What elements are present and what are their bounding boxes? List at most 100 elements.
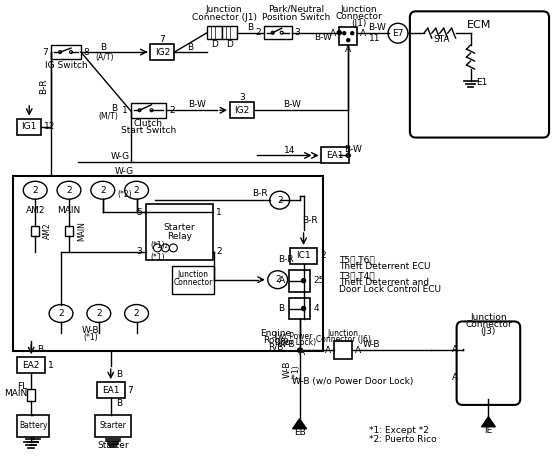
Text: B-W: B-W [315,33,332,42]
Bar [65,226,73,236]
Text: Start Switch: Start Switch [121,126,176,135]
Text: A: A [279,276,285,285]
Text: W-B: W-B [82,326,99,335]
Bar [290,248,317,264]
Bar [31,226,39,236]
Text: Park/Neutral: Park/Neutral [269,5,325,14]
Bar [17,357,45,373]
Text: Junction: Junction [206,5,243,14]
Text: 2: 2 [169,106,175,115]
Text: A: A [360,29,366,37]
Text: A: A [330,29,336,37]
Text: 1: 1 [216,207,222,217]
Text: 2: 2 [255,28,261,37]
Text: 2: 2 [134,186,139,195]
Bar [97,382,125,398]
Text: Connector (J6): Connector (J6) [316,335,371,344]
Text: EA1: EA1 [326,151,344,160]
Text: (J1): (J1) [351,19,367,28]
Text: EA1: EA1 [102,386,119,394]
Bar [264,26,291,39]
Text: Junction: Junction [341,5,377,14]
Text: Junction: Junction [328,329,359,338]
Text: 7: 7 [42,48,48,57]
Ellipse shape [91,181,115,199]
Bar [173,266,214,293]
Text: Starter: Starter [99,421,126,430]
Text: Relay: Relay [167,233,192,241]
Text: B-R: B-R [302,216,318,224]
Text: 3: 3 [137,247,143,256]
Bar [334,341,352,359]
Ellipse shape [23,181,47,199]
Text: Starter: Starter [164,223,195,232]
Text: FL: FL [17,382,27,391]
Circle shape [388,23,408,43]
Text: W-B: W-B [278,340,295,349]
Text: B-R: B-R [252,189,268,198]
Bar [17,415,49,437]
Circle shape [169,244,177,252]
Text: (*1)₂: (*1)₂ [150,241,168,250]
Text: 2: 2 [58,309,64,318]
Bar [150,44,174,60]
Text: 2: 2 [216,247,221,256]
Text: Junction: Junction [470,313,507,322]
Text: B: B [112,104,118,113]
Text: IE: IE [485,426,492,435]
Text: A: A [325,346,331,355]
Bar [130,103,166,118]
Text: A: A [451,372,457,382]
Text: B: B [115,370,122,378]
Text: 11: 11 [370,34,381,43]
Bar [13,176,324,351]
Text: Connector: Connector [465,320,512,329]
Text: B: B [279,304,285,313]
Text: MAIN: MAIN [4,389,27,399]
Text: AM2: AM2 [43,223,52,239]
Text: 8: 8 [83,48,89,57]
Text: B: B [187,43,193,52]
Text: 2: 2 [100,186,105,195]
Text: B-R: B-R [39,78,48,94]
Text: Theft Deterrent and: Theft Deterrent and [339,278,430,287]
Text: R/B: R/B [268,343,284,352]
Ellipse shape [125,304,149,323]
Text: E7: E7 [392,29,403,37]
Text: (J3): (J3) [481,327,496,336]
Text: A: A [451,345,457,354]
Ellipse shape [87,304,111,323]
Bar [289,270,310,292]
Text: D: D [211,40,218,48]
Bar [289,298,310,319]
Text: B: B [115,399,122,409]
Text: Junction: Junction [178,270,209,279]
Text: 2: 2 [96,309,102,318]
Text: EA2: EA2 [23,361,40,370]
Text: Connector: Connector [336,12,382,21]
Text: Clutch: Clutch [134,119,163,128]
Text: (*1): (*1) [84,333,98,342]
Text: B-W: B-W [282,100,301,109]
Text: 4: 4 [314,304,319,313]
Text: (M/T): (M/T) [99,112,119,121]
Text: Battery: Battery [19,421,47,430]
Text: B: B [37,345,43,354]
Text: A: A [355,346,361,355]
Ellipse shape [49,304,73,323]
Bar [321,148,349,164]
Text: A: A [345,45,351,53]
Text: STA: STA [434,35,450,44]
Circle shape [280,31,283,34]
Circle shape [150,109,153,112]
Text: *1: Except *2: *1: Except *2 [369,426,429,435]
Bar [145,204,213,260]
Circle shape [138,109,141,112]
Text: 2: 2 [134,309,139,318]
Polygon shape [481,417,496,427]
Text: (w/ Power: (w/ Power [275,332,312,341]
Circle shape [58,51,62,53]
Text: 5: 5 [137,207,143,217]
Ellipse shape [270,191,290,209]
Circle shape [343,32,346,35]
